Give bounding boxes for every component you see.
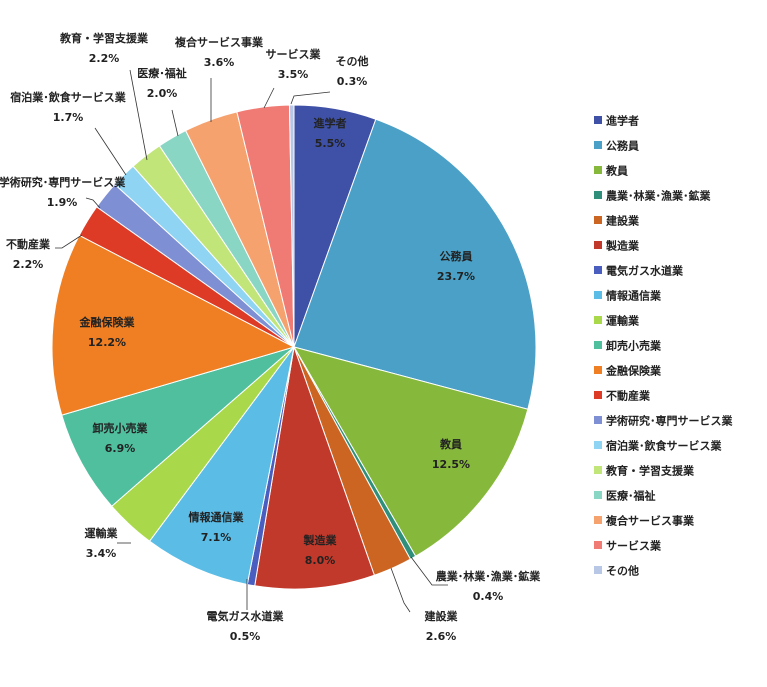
slice-label: サービス業 [266,47,322,61]
slice-label: 電気ガス水道業 [207,609,285,623]
legend-swatch [594,191,602,199]
pie-slice [293,118,537,410]
slice-value-label: 8.0% [305,554,336,567]
slice-label: 宿泊業･飲食サービス業 [10,90,126,104]
legend-label: 教員 [605,164,628,178]
legend: 進学者公務員教員農業･林業･漁業･鉱業建設業製造業電気ガス水道業情報通信業運輸業… [594,114,733,578]
pie-slice [51,234,296,416]
legend-label: 教育・学習支援業 [605,464,695,478]
legend-label: 金融保険業 [605,364,662,378]
slice-value-label: 3.6% [204,56,235,69]
legend-label: 農業･林業･漁業･鉱業 [606,189,711,203]
leader-line [85,197,101,209]
legend-swatch [594,266,602,274]
legend-label: 不動産業 [606,389,651,403]
slice-label: 運輸業 [85,526,119,540]
legend-label: 卸売小売業 [606,339,662,353]
legend-swatch [594,466,602,474]
legend-label: 学術研究･専門サービス業 [606,414,733,428]
data-labels: 進学者 5.5% 公務員 23.7% 教員 12.5% 農業･林業･漁業･鉱業 0.4% 建設業… [0,31,541,643]
legend-swatch [594,516,602,524]
slice-value-label: 3.4% [86,547,117,560]
legend-label: サービス業 [606,539,662,553]
legend-swatch [594,241,602,249]
slice-value-label: 0.5% [230,630,261,643]
legend-swatch [594,341,602,349]
leader-line [171,109,179,137]
legend-label: 宿泊業･飲食サービス業 [606,439,722,453]
slice-value-label: 2.2% [89,52,120,65]
slice-value-label: 5.5% [315,137,346,150]
slice-label: 農業･林業･漁業･鉱業 [436,569,541,583]
legend-swatch [594,116,602,124]
leader-line [263,87,275,109]
leader-line [94,127,127,176]
leader-line [390,567,411,613]
slice-value-label: 7.1% [201,531,232,544]
slice-label: 卸売小売業 [93,421,149,435]
legend-label: 進学者 [606,114,639,128]
legend-swatch [594,141,602,149]
pie-slice [254,346,376,590]
slice-value-label: 3.5% [278,68,309,81]
slice-label: 公務員 [440,249,473,263]
slice-value-label: 0.4% [473,590,504,603]
legend-swatch [594,216,602,224]
leader-line [410,556,448,586]
pie-slices [51,104,537,590]
slice-value-label: 12.5% [432,458,470,471]
slice-label: 建設業 [425,609,459,623]
slice-label: 情報通信業 [189,510,245,524]
slice-value-label: 12.2% [88,336,126,349]
legend-swatch [594,166,602,174]
pie-slice [292,346,529,557]
slice-label: 不動産業 [6,237,51,251]
slice-value-label: 1.9% [47,196,78,209]
slice-label: 製造業 [303,533,338,547]
legend-swatch [594,391,602,399]
slice-value-label: 2.0% [147,87,178,100]
legend-swatch [594,566,602,574]
slice-label: 進学者 [314,116,347,130]
slice-value-label: 2.2% [13,258,44,271]
leader-line [290,91,331,105]
legend-label: 医療･福祉 [606,489,656,503]
legend-label: 電気ガス水道業 [606,264,684,278]
slice-label: その他 [336,54,369,68]
slice-value-label: 23.7% [437,270,475,283]
legend-swatch [594,291,602,299]
legend-label: 建設業 [606,214,640,228]
legend-label: 運輸業 [606,314,640,328]
slice-value-label: 0.3% [337,75,368,88]
legend-swatch [594,491,602,499]
legend-swatch [594,366,602,374]
slice-label: 教員 [439,437,462,451]
legend-label: 製造業 [605,239,640,253]
leader-lines [55,69,448,613]
legend-swatch [594,316,602,324]
legend-swatch [594,441,602,449]
slice-label: 金融保険業 [79,315,136,329]
slice-value-label: 2.6% [426,630,457,643]
slice-value-label: 6.9% [105,442,136,455]
pie-slice [288,104,295,348]
legend-label: 複合サービス事業 [605,514,695,528]
legend-label: 公務員 [606,139,639,153]
slice-label: 教育・学習支援業 [59,31,149,45]
slice-label: 学術研究･専門サービス業 [0,175,126,189]
leader-line [55,234,83,249]
slice-label: 医療･福祉 [137,66,187,80]
pie-slice [148,346,295,586]
slice-value-label: 1.7% [53,111,84,124]
legend-label: その他 [606,564,639,578]
pie-slice [61,346,295,507]
legend-swatch [594,416,602,424]
slice-label: 複合サービス事業 [174,35,264,49]
leader-line [129,69,148,161]
legend-label: 情報通信業 [606,289,662,303]
legend-swatch [594,541,602,549]
